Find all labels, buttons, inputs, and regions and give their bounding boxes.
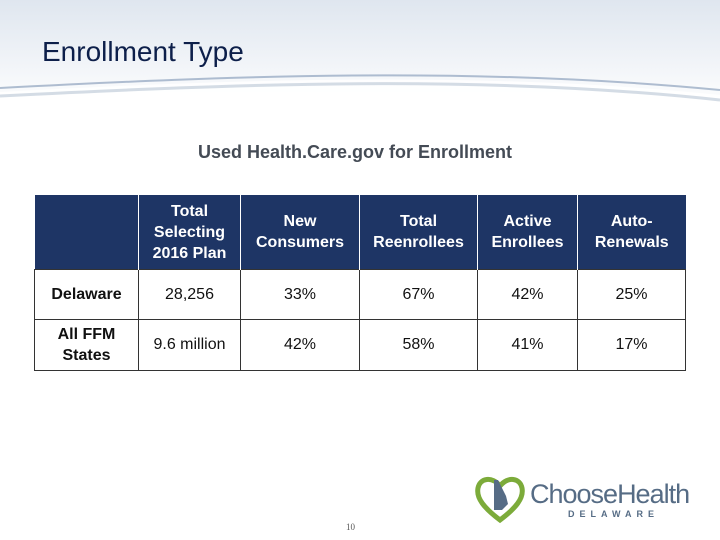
row-label-all-ffm-states: All FFM States bbox=[34, 319, 139, 371]
logo-subtitle: DELAWARE bbox=[568, 509, 660, 519]
table-cell: 42% bbox=[477, 269, 578, 320]
table-cell: 17% bbox=[577, 319, 686, 371]
table-row: Delaware 28,256 33% 67% 42% 25% bbox=[34, 269, 686, 320]
table-cell: 25% bbox=[577, 269, 686, 320]
enrollment-table: Total Selecting 2016 Plan New Consumers … bbox=[34, 195, 686, 371]
table-cell: 67% bbox=[359, 269, 478, 320]
delaware-heart-logo-icon bbox=[475, 477, 525, 524]
header-cell-empty bbox=[34, 195, 139, 270]
table-cell: 28,256 bbox=[138, 269, 241, 320]
slide-title: Enrollment Type bbox=[42, 36, 244, 67]
header-total-selecting: Total Selecting 2016 Plan bbox=[138, 195, 241, 270]
table-row: All FFM States 9.6 million 42% 58% 41% 1… bbox=[34, 319, 686, 371]
table-cell: 58% bbox=[359, 319, 478, 371]
header-new-consumers: New Consumers bbox=[240, 195, 360, 270]
header-active-enrollees: Active Enrollees bbox=[477, 195, 578, 270]
table-header-row: Total Selecting 2016 Plan New Consumers … bbox=[34, 195, 686, 270]
slide-header-band bbox=[0, 0, 720, 110]
table-cell: 9.6 million bbox=[138, 319, 241, 371]
header-total-reenrollees: Total Reenrollees bbox=[359, 195, 478, 270]
header-auto-renewals: Auto-Renewals bbox=[577, 195, 686, 270]
page-number: 10 bbox=[346, 522, 355, 532]
table-cell: 33% bbox=[240, 269, 360, 320]
header-swoosh-decoration bbox=[0, 74, 720, 110]
table-caption: Used Health.Care.gov for Enrollment bbox=[197, 142, 513, 162]
table-cell: 42% bbox=[240, 319, 360, 371]
logo-wordmark: ChooseHealth bbox=[530, 479, 690, 509]
table-cell: 41% bbox=[477, 319, 578, 371]
row-label-delaware: Delaware bbox=[34, 269, 139, 320]
